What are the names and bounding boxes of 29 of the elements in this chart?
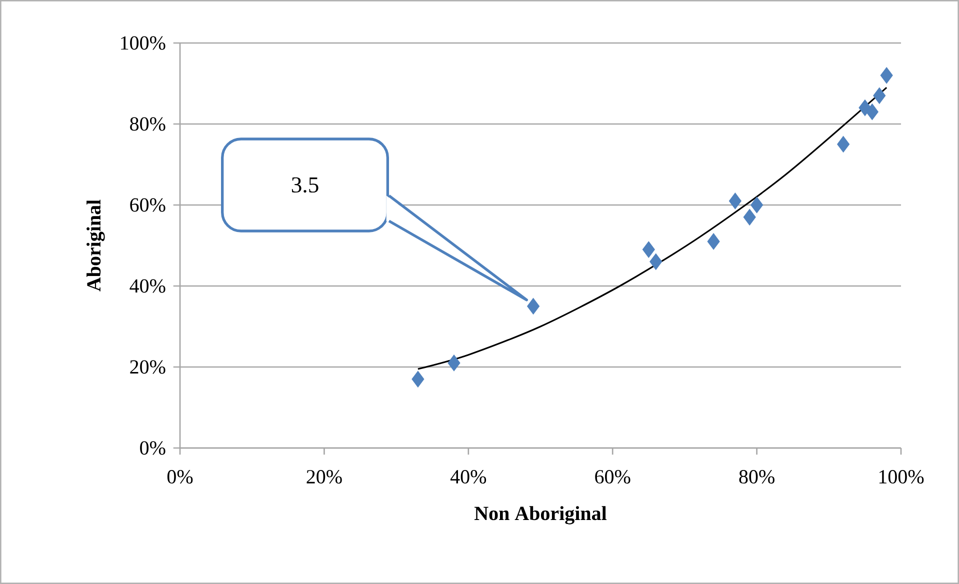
y-tick-label: 40% [130,279,166,293]
x-axis-title: Non Aboriginal [474,506,607,524]
x-tick-label: 40% [450,470,486,484]
point [866,104,878,120]
y-axis-title: Aboriginal [86,200,105,292]
y-tick-label: 0% [140,441,166,455]
point [728,192,742,210]
point [527,298,540,315]
point [750,196,764,214]
point [707,233,720,250]
annotation: 3.5 [292,177,318,193]
y-tick-label: 20% [130,360,166,374]
x-tick-label: 60% [595,470,630,484]
x-tick-label: 0% [167,470,193,484]
y-tick-label: 60% [130,198,166,212]
point [880,67,893,84]
x-tick-label: 80% [739,470,774,484]
point [837,136,850,153]
x-tick-label: 100% [879,470,924,484]
y-tick-label: 100% [121,36,166,50]
point [743,208,756,226]
point [448,354,460,372]
point [650,253,662,270]
y-tick-label: 80% [130,117,166,131]
point [873,87,886,104]
line-series [417,86,888,370]
x-tick-label: 20% [306,470,342,484]
point [412,370,424,388]
point [642,241,655,258]
